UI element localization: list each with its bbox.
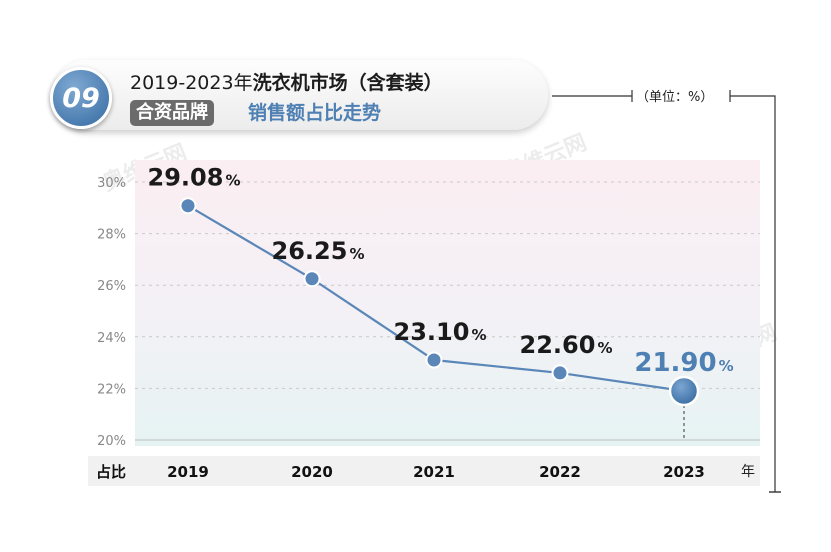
data-label: 26.25% [272,237,365,265]
data-label: 22.60% [520,331,613,359]
x-axis-ticks: 2019 2020 2021 2022 2023 [167,463,705,481]
unit-label: （单位：%） [636,90,714,105]
plot-background [135,160,760,446]
y-tick-label: 26% [97,279,126,294]
y-tick-label: 30% [97,176,126,191]
data-point [551,364,569,382]
data-point [668,375,700,407]
title-brand-tag: 合资品牌 [130,100,214,126]
data-label: 21.90% [634,348,733,378]
y-tick-label: 20% [97,434,126,449]
data-point [303,270,321,288]
y-tick-label: 22% [97,382,126,397]
data-points [179,197,700,407]
x-tick-label: 2022 [539,463,581,481]
y-tick-label: 24% [97,331,126,346]
data-point [425,351,443,369]
data-point [179,197,197,215]
x-tick-label: 2019 [167,463,209,481]
x-axis-unit: 年 [741,464,755,480]
chart-title-line1: 2019-2023年洗衣机市场（含套装） [130,68,443,95]
connector-line [730,95,776,492]
data-label: 23.10% [394,318,487,346]
x-tick-label: 2020 [291,463,333,481]
gridlines [135,181,760,441]
y-tick-label: 28% [97,228,126,243]
title-year-range: 2019-2023年 [130,72,253,94]
title-market: 洗衣机市场（含套装） [252,72,443,94]
y-axis-ticks: 30% 28% 26% 24% 22% 20% [97,176,126,449]
chart-number-badge: 09 [50,67,112,129]
data-labels: 29.08 % 26.25 % 23.10% 22.60 % 21.90% [148,164,734,378]
x-axis-band [88,456,760,486]
title-subject: 销售额占比走势 [248,102,382,124]
x-axis-row-label: 占比 [96,463,126,481]
x-tick-label: 2021 [413,463,455,481]
x-tick-label: 2023 [663,463,705,481]
data-label: 29.08% [148,164,241,192]
